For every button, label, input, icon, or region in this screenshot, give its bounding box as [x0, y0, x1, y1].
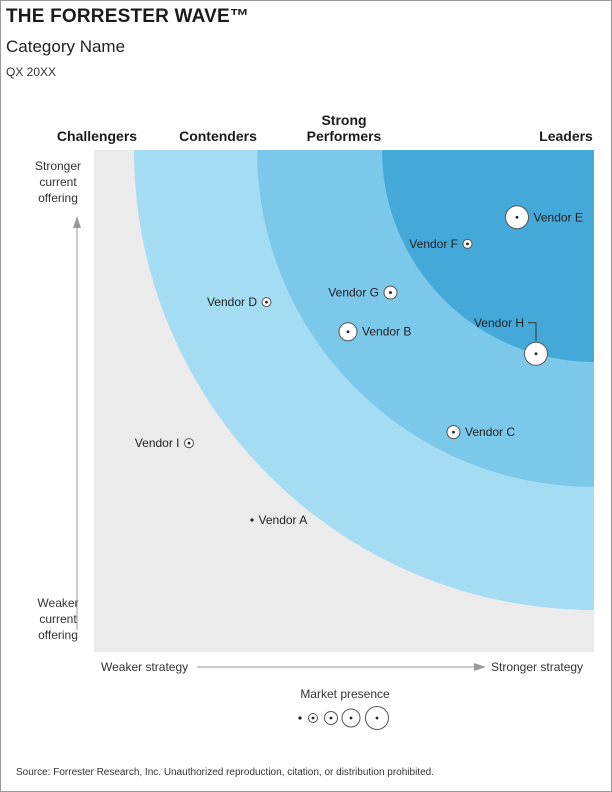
point-label: Vendor H: [474, 316, 524, 330]
category-name: Category Name: [6, 37, 126, 56]
legend-marker-center: [329, 716, 333, 720]
y-axis-top-line2: current: [39, 175, 77, 189]
legend-size-1: [298, 716, 302, 720]
category-challengers: Challengers: [56, 128, 138, 144]
legend-size-2: [308, 713, 318, 723]
point-center: [265, 300, 268, 304]
legend-size-4: [341, 708, 361, 728]
category-leaders: Leaders: [539, 128, 593, 144]
point-label: Vendor E: [534, 210, 583, 224]
category-strong-performers-line2: Performers: [306, 128, 382, 144]
point-center: [466, 242, 469, 246]
y-axis-top-line3: offering: [38, 191, 78, 205]
period-label: QX 20XX: [6, 65, 57, 79]
y-axis-bottom-line3: offering: [38, 628, 78, 642]
x-axis-right-label: Stronger strategy: [491, 660, 584, 674]
y-axis-bottom-label: Weaker current offering: [18, 595, 98, 643]
category-strong-performers: Strong Performers: [300, 112, 388, 144]
point-label: Vendor I: [135, 436, 180, 450]
band-leaders: [382, 150, 594, 362]
point-label: Vendor D: [207, 295, 257, 309]
legend-marker-center: [311, 716, 315, 720]
source-note: Source: Forrester Research, Inc. Unautho…: [16, 767, 434, 778]
point-vendor-d: Vendor D: [207, 295, 272, 309]
point-vendor-i: Vendor I: [135, 436, 194, 450]
point-vendor-h: Vendor H: [474, 316, 548, 366]
legend-size-3: [324, 711, 338, 725]
point-center: [346, 330, 350, 334]
point-vendor-g: Vendor G: [328, 285, 398, 300]
point-label: Vendor G: [328, 286, 379, 300]
point-label: Vendor C: [465, 425, 515, 439]
point-label: Vendor A: [259, 513, 308, 527]
x-axis-arrow: [197, 663, 486, 671]
point-vendor-b: Vendor B: [338, 322, 411, 342]
point-marker: [250, 518, 254, 522]
point-center: [452, 430, 455, 434]
y-axis-top-line1: Stronger: [34, 159, 82, 173]
point-label: Vendor F: [409, 237, 458, 251]
point-center: [534, 352, 538, 356]
vendor-points: Vendor E Vendor F Vendor G Vendor H Vendor B…: [135, 205, 583, 527]
point-center: [389, 291, 392, 294]
legend-marker: [298, 716, 302, 720]
y-axis-bottom-line1: Weaker: [37, 596, 79, 610]
legend-marker-center: [375, 716, 379, 720]
y-axis-top-label: Stronger current offering: [18, 158, 98, 206]
point-label: Vendor B: [362, 325, 411, 339]
x-axis-left-label: Weaker strategy: [101, 660, 189, 674]
brand-title: THE FORRESTER WAVE™: [6, 6, 250, 27]
point-center: [187, 441, 191, 445]
legend-size-5: [365, 706, 389, 730]
point-vendor-a: Vendor A: [250, 513, 307, 527]
point-leader-line: [528, 322, 537, 342]
y-axis-arrow: [73, 216, 81, 630]
point-vendor-f: Vendor F: [409, 237, 473, 251]
category-strong-performers-line1: Strong: [321, 112, 367, 128]
category-contenders: Contenders: [179, 128, 257, 144]
point-center: [515, 215, 519, 219]
legend-marker-center: [349, 716, 353, 720]
legend-title: Market presence: [300, 687, 390, 701]
point-vendor-e: Vendor E: [505, 205, 583, 230]
point-vendor-c: Vendor C: [446, 425, 515, 440]
y-axis-bottom-line2: current: [39, 612, 77, 626]
market-presence-legend: [298, 706, 389, 730]
